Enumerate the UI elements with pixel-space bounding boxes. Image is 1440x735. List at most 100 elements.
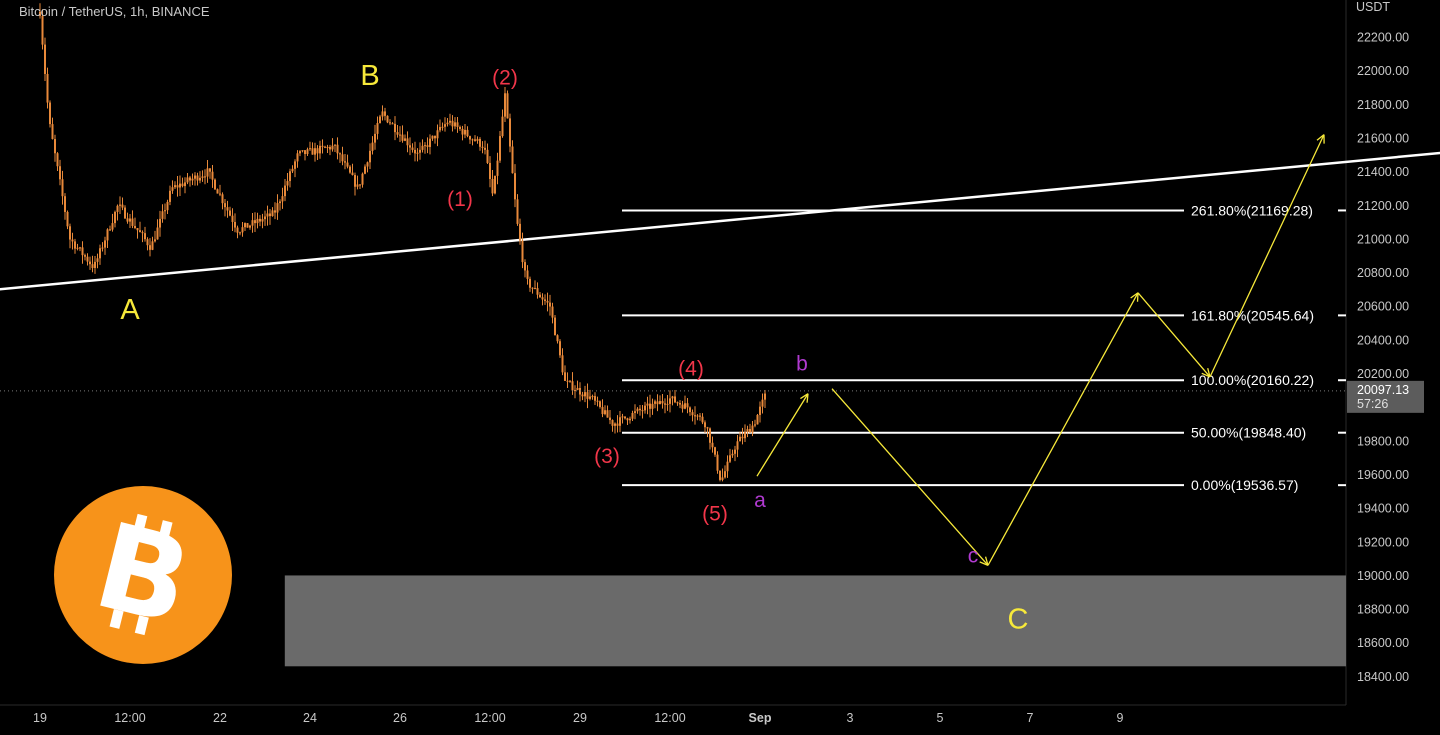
candle-body <box>489 162 491 179</box>
candle-body <box>701 416 704 423</box>
candle-body <box>451 120 454 127</box>
candle-body <box>756 414 759 425</box>
wave-label: C <box>1008 604 1029 636</box>
candle-body <box>744 432 746 439</box>
candle-body <box>424 145 426 147</box>
projection-arrow[interactable] <box>756 393 809 477</box>
candle-body <box>329 146 331 150</box>
price-tick-label: 18800.00 <box>1357 603 1409 617</box>
price-tick-label: 20600.00 <box>1357 300 1409 314</box>
candle-body <box>486 149 489 163</box>
projection-arrow[interactable] <box>1209 134 1325 378</box>
candle-body <box>219 193 221 195</box>
candle-body <box>46 73 49 103</box>
candle-body <box>121 204 124 208</box>
candle-body <box>319 145 321 154</box>
candle-body <box>719 470 721 480</box>
candle-body <box>169 190 171 202</box>
candle-body <box>311 148 314 155</box>
candle-body <box>156 227 159 240</box>
candle-body <box>79 247 81 249</box>
candle-body <box>354 175 356 187</box>
candle-body <box>81 247 84 256</box>
projection-arrow[interactable] <box>1137 292 1211 378</box>
candle-body <box>144 233 146 240</box>
wave-label: a <box>754 489 766 512</box>
wave-label: (3) <box>594 445 620 468</box>
candle-body <box>59 166 61 180</box>
candle-body <box>361 173 364 185</box>
price-axis[interactable]: 22200.00 22000.00 21800.00 21600.00 21400.00… <box>1357 31 1409 684</box>
candle-body <box>364 166 366 174</box>
price-tick-label: 19600.00 <box>1357 468 1409 482</box>
candle-body <box>721 477 724 480</box>
candle-body <box>336 144 339 154</box>
price-tick-label: 21800.00 <box>1357 98 1409 112</box>
candle-body <box>176 185 179 188</box>
candle-body <box>711 442 714 448</box>
candle-body <box>751 425 754 433</box>
candle-body <box>569 380 571 382</box>
candle-body <box>656 401 659 405</box>
candle-body <box>556 335 559 342</box>
wave-label: (2) <box>492 67 518 90</box>
candle-body <box>759 406 761 415</box>
candle-body <box>369 150 371 163</box>
time-tick-label: 9 <box>1117 711 1124 725</box>
candle-body <box>521 240 524 263</box>
candle-body <box>129 218 131 222</box>
candle-body <box>691 412 694 416</box>
time-tick-label: 26 <box>393 711 407 725</box>
candle-body <box>401 134 404 141</box>
candle-body <box>629 418 631 421</box>
time-tick-label: 12:00 <box>654 711 685 725</box>
candle-body <box>139 230 141 233</box>
price-tick-label: 20800.00 <box>1357 266 1409 280</box>
candle-body <box>474 139 476 141</box>
candle-body <box>214 179 216 190</box>
candle-body <box>379 116 381 124</box>
candle-body <box>91 264 94 268</box>
candle-body <box>64 196 66 212</box>
price-tick-label: 19000.00 <box>1357 569 1409 583</box>
candle-body <box>249 225 251 228</box>
trendline[interactable] <box>0 101 1440 291</box>
time-tick-label: 3 <box>847 711 854 725</box>
candle-body <box>326 146 329 148</box>
candle-body <box>331 145 334 150</box>
projection-arrows[interactable] <box>756 134 1325 566</box>
time-axis[interactable]: 19 12:00 22 24 26 12:00 29 12:00 Sep 3 5 7 9 <box>33 711 1123 725</box>
time-tick-label: 24 <box>303 711 317 725</box>
candle-body <box>696 415 699 417</box>
projection-arrow[interactable] <box>987 292 1139 566</box>
candle-body <box>386 115 389 123</box>
candle-body <box>194 175 196 179</box>
candle-body <box>191 178 194 181</box>
candle-body <box>54 139 56 154</box>
candle-body <box>166 201 169 211</box>
trendline-layer[interactable] <box>0 101 1440 291</box>
candle-body <box>561 355 564 373</box>
candle-body <box>621 416 624 418</box>
price-tick-label: 18400.00 <box>1357 670 1409 684</box>
candle-body <box>616 423 619 426</box>
candle-body <box>679 403 681 405</box>
candle-body <box>544 299 546 301</box>
candle-body <box>284 185 286 197</box>
bitcoin-logo-icon: B <box>54 486 232 664</box>
candle-body <box>674 396 676 403</box>
candle-body <box>704 422 706 428</box>
logo-circle <box>54 486 232 664</box>
candle-body <box>226 207 229 211</box>
candle-body <box>599 401 601 408</box>
candle-body <box>276 203 279 213</box>
candle-body <box>671 396 674 399</box>
candle-body <box>339 153 341 155</box>
projection-arrow[interactable] <box>831 388 989 566</box>
candle-body <box>49 102 51 125</box>
candle-body <box>286 181 289 186</box>
candle-body <box>234 221 236 228</box>
candle-body <box>41 15 44 45</box>
candle-body <box>454 122 456 127</box>
